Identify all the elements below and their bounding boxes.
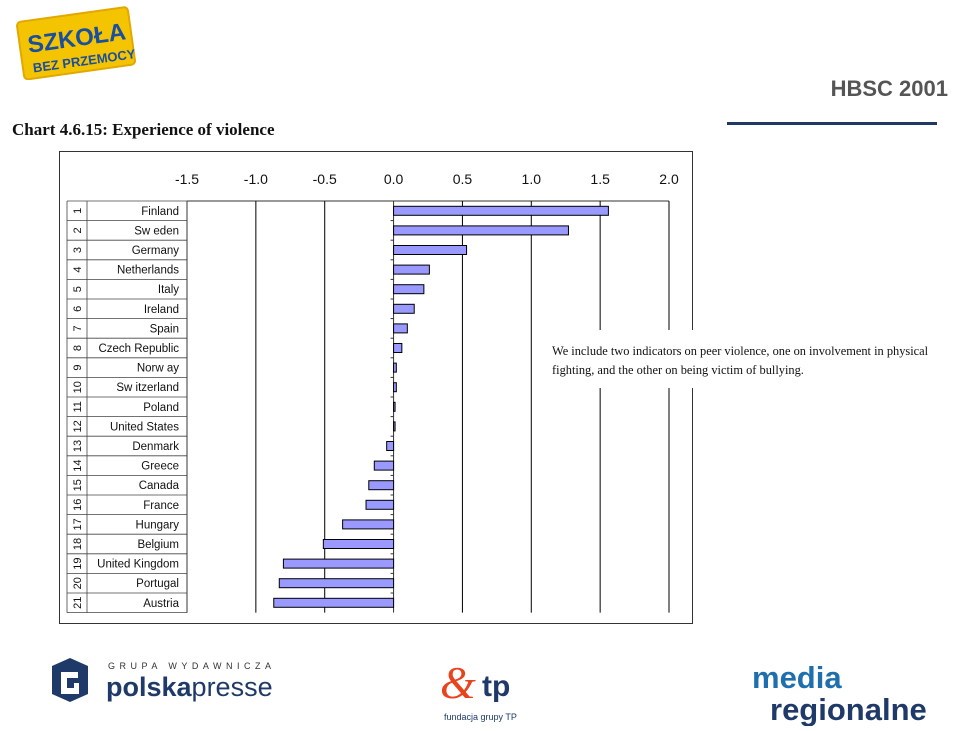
rank-label: 17 [72,518,84,530]
bar [393,343,403,353]
report-title: HBSC 2001 [830,76,948,101]
category-label: United States [110,421,179,433]
x-tick-label: -0.5 [313,171,337,187]
bar [282,558,395,569]
rank-label: 11 [72,401,84,412]
bar [368,480,395,491]
category-label: Spain [150,323,179,335]
category-label: Austria [143,598,179,610]
bar [278,578,395,589]
category-label: Canada [139,480,180,492]
rank-label: 5 [72,286,84,292]
bar [393,323,408,334]
chart-title: Chart 4.6.15: Experience of violence [12,120,275,139]
rank-label: 19 [72,557,84,569]
category-label: Hungary [136,519,180,531]
bar [393,421,396,432]
tp-ampersand-icon: & [440,657,476,708]
rank-label: 9 [72,365,84,371]
x-tick-label: 0.5 [453,171,473,187]
tp-foundation-logo: & tp fundacja grupy TP [440,654,550,731]
category-label: Sw itzerland [116,382,179,394]
tp-name: tp [482,670,510,703]
bar [273,597,395,608]
pp-light: presse [192,672,273,702]
pp-bold: polska [106,672,193,702]
polskapresse-mark-icon [52,658,88,702]
pp-group-label: GRUPA WYDAWNICZA [108,661,276,671]
pp-wordmark: polskapresse [106,672,273,702]
bar [386,441,395,451]
rank-label: 7 [72,325,84,331]
mr-line1: media [752,660,842,695]
bar [393,284,425,295]
bar [393,264,430,275]
rank-label: 16 [72,499,84,511]
rank-label: 3 [72,247,84,253]
rank-label: 4 [72,267,84,273]
category-label: United Kingdom [97,559,179,571]
szkola-bez-przemocy-logo: SZKOŁA BEZ PRZEMOCY [14,6,142,85]
bar [393,225,569,236]
x-tick-label: 1.0 [522,171,542,187]
bar [322,539,395,549]
chart: 1 Finland 2 Sw eden 3 Germany 4 Netherlands 5 Ita… [59,151,694,631]
note-text: We include two indicators on peer violen… [552,344,929,377]
bar [393,303,415,314]
note-box: We include two indicators on peer violen… [540,330,958,388]
title-underline [727,122,937,125]
category-label: Czech Republic [98,343,179,355]
bar [393,362,397,373]
polskapresse-logo: GRUPA WYDAWNICZA polskapresse [48,656,308,713]
category-label: Poland [143,402,179,414]
category-label: Netherlands [117,265,179,277]
bar [373,460,395,471]
category-label: Greece [141,461,179,473]
category-label: Germany [132,245,180,257]
chart-svg: 1 Finland 2 Sw eden 3 Germany 4 Netherlands 5 Ita… [59,151,693,624]
rank-label: 20 [72,577,84,589]
category-label: Italy [158,284,179,296]
category-label: Belgium [137,539,179,551]
category-label: Norw ay [137,363,179,375]
rank-label: 12 [72,420,84,432]
x-tick-label: -1.0 [244,171,268,187]
rank-label: 10 [72,381,84,393]
x-tick-label: 1.5 [590,171,610,187]
category-label: Finland [141,206,179,218]
bar [365,499,395,510]
bar [393,205,609,216]
category-label: Portugal [136,578,179,590]
category-label: Ireland [144,304,179,316]
rank-label: 6 [72,306,84,312]
rank-label: 13 [72,440,84,452]
rank-label: 18 [72,538,84,550]
rank-label: 15 [72,479,84,491]
x-tick-label: 0.0 [384,171,404,187]
mr-line2: regionalne [770,692,927,726]
bar [342,519,395,530]
rank-label: 2 [72,227,84,233]
rank-label: 1 [72,208,84,214]
rank-label: 21 [72,597,84,609]
x-tick-label: -1.5 [175,171,199,187]
bar [393,382,397,393]
rank-label: 14 [72,459,84,471]
category-label: Denmark [132,441,179,453]
bar [393,401,396,412]
x-tick-label: 2.0 [659,171,679,187]
category-label: Sw eden [134,225,179,237]
category-label: France [143,500,179,512]
bar [393,245,468,255]
tp-tagline: fundacja grupy TP [444,712,517,722]
rank-label: 8 [72,345,84,351]
media-regionalne-logo: media regionalne [750,660,940,731]
